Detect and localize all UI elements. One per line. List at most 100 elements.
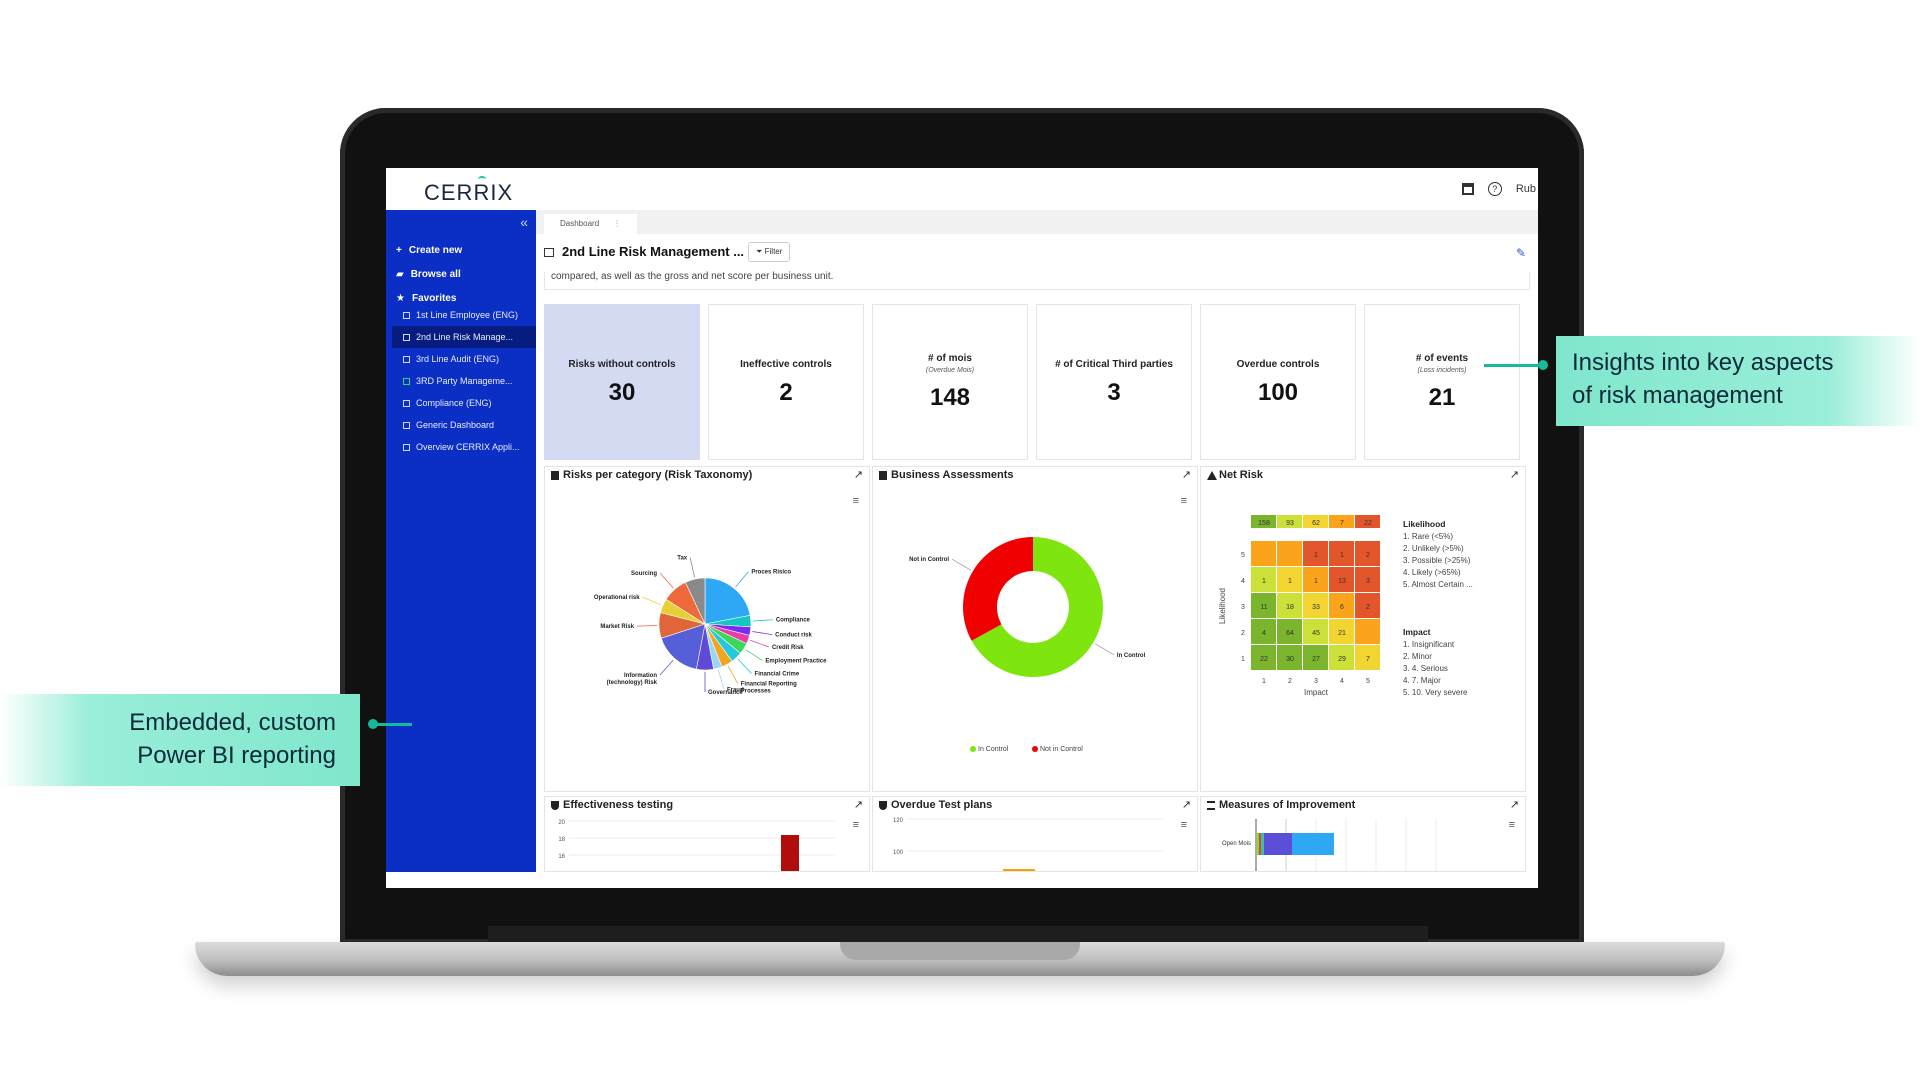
kpi-card[interactable]: Overdue controls 100 [1200, 304, 1356, 460]
heatmap-cell [1277, 645, 1302, 670]
panel-measures-of-improvement: Measures of Improvement ↗ ≡ Open Mois [1200, 796, 1526, 872]
pie-slice [660, 623, 706, 670]
likelihood-legend-item: 1. Rare (<5%) [1403, 532, 1453, 541]
sidebar: « + Create new ▰ Browse all ★ Favorites … [386, 210, 536, 872]
panel-business-assessments: Business Assessments ↗ ≡ In Control Not i… [872, 466, 1198, 792]
favorite-item[interactable]: Generic Dashboard [392, 414, 536, 436]
calendar-icon[interactable] [1461, 183, 1474, 195]
heatmap-cell [1329, 619, 1354, 644]
kpi-card[interactable]: # of events (Loss incidents) 21 [1364, 304, 1520, 460]
pie-label: Financial Crime [755, 672, 800, 678]
favorite-item[interactable]: Compliance (ENG) [392, 392, 536, 414]
open-external-icon[interactable]: ↗ [853, 799, 863, 811]
favorite-item[interactable]: 1st Line Employee (ENG) [392, 304, 536, 326]
tab-dashboard[interactable]: Dashboard ⋮ [544, 214, 638, 234]
kpi-card[interactable]: # of Critical Third parties 3 [1036, 304, 1192, 460]
filter-label: Filter [764, 247, 783, 256]
tab-menu-icon[interactable]: ⋮ [613, 219, 622, 228]
impact-legend-item: 2. Minor [1403, 652, 1432, 661]
edit-icon[interactable]: ✎ [1515, 246, 1526, 260]
heatmap-cell [1355, 593, 1380, 618]
risk-category-pie-chart: Proces Risico Compliance Conduct risk Credi… [594, 556, 827, 696]
open-external-icon[interactable]: ↗ [1181, 469, 1191, 481]
heatmap-cell-label: 45 [1312, 630, 1320, 637]
heatmap-cell-label: 1 [1340, 552, 1344, 559]
kpi-sublabel: (Loss incidents) [1417, 367, 1467, 374]
leader-line [745, 649, 763, 661]
business-assessment-donut-chart: In Control Not in Control In Control Not in… [909, 537, 1146, 753]
heatmap-cell [1303, 541, 1328, 566]
y-tick-label: 20 [558, 820, 565, 826]
laptop-notch [840, 942, 1080, 960]
menu-icon[interactable]: ≡ [1508, 819, 1515, 831]
kpi-card[interactable]: Risks without controls 30 [544, 304, 700, 460]
callout-connector [1484, 364, 1544, 367]
impact-legend-item: 5. 10. Very severe [1403, 688, 1468, 697]
heatmap-cell [1251, 541, 1276, 566]
callout-line: Embedded, custom [129, 709, 336, 736]
menu-icon[interactable]: ≡ [1180, 819, 1187, 831]
favorite-item[interactable]: 3RD Party Manageme... [392, 370, 536, 392]
user-name[interactable]: Rub [1515, 183, 1536, 195]
dashboard-icon [403, 311, 410, 319]
heatmap-cell-label: 1 [1314, 578, 1318, 585]
open-external-icon[interactable]: ↗ [1181, 799, 1191, 811]
leader-line [752, 619, 773, 622]
heatmap-total-cell [1277, 515, 1302, 528]
sidebar-item-label: Create new [408, 244, 463, 256]
panel-header: Effectiveness testing ↗ [545, 797, 869, 815]
favorite-item[interactable]: 3rd Line Audit (ENG) [392, 348, 536, 370]
heatmap-cell [1303, 645, 1328, 670]
menu-icon[interactable]: ≡ [1180, 495, 1187, 507]
favorite-label: Generic Dashboard [416, 420, 495, 430]
kpi-value: 30 [608, 379, 636, 406]
legend-label: Not in Control [1040, 746, 1083, 753]
y-axis-label: Likelihood [1218, 588, 1227, 624]
favorites-list: 1st Line Employee (ENG) 2nd Line Risk Ma… [392, 304, 536, 458]
leader-line [718, 669, 725, 690]
menu-icon[interactable]: ≡ [852, 819, 859, 831]
heatmap-cell [1251, 619, 1276, 644]
shield-icon [551, 801, 559, 810]
likelihood-legend-item: 2. Unlikely (>5%) [1403, 544, 1464, 553]
heatmap-total-label: 93 [1286, 520, 1294, 527]
heatmap-total-cell [1329, 515, 1354, 528]
menu-icon[interactable]: ≡ [852, 495, 859, 507]
callout-key-insights: Insights into key aspects of risk manage… [1556, 336, 1920, 426]
kpi-label: # of Critical Third parties [1055, 359, 1173, 370]
cerrix-logo[interactable]: CERRIX [424, 180, 514, 205]
pie-label: Employment Practice [765, 658, 827, 664]
heatmap-cell [1251, 645, 1276, 670]
heatmap-cell [1355, 567, 1380, 592]
sidebar-item-browse-all[interactable]: ▰ Browse all [396, 262, 536, 286]
bar-segment [1257, 833, 1259, 855]
open-external-icon[interactable]: ↗ [1509, 799, 1519, 811]
favorite-item-active[interactable]: 2nd Line Risk Manage... [392, 326, 536, 348]
heatmap-cell-label: 3 [1366, 578, 1370, 585]
help-icon[interactable]: ? [1487, 182, 1502, 196]
filter-button[interactable]: ⏷ Filter [748, 242, 791, 262]
panel-title: Effectiveness testing [563, 799, 674, 811]
leader-line [727, 665, 739, 684]
collapse-sidebar-icon[interactable]: « [520, 214, 528, 230]
callout-connector [372, 723, 412, 726]
sidebar-item-favorites[interactable]: ★ Favorites [396, 286, 536, 310]
favorite-item[interactable]: Overview CERRIX Appli... [392, 436, 536, 458]
open-external-icon[interactable]: ↗ [853, 469, 863, 481]
x-tick-label: 2 [1288, 678, 1292, 685]
dashboard-icon [403, 333, 410, 341]
x-tick-label: 4 [1340, 678, 1344, 685]
legend-swatch [1032, 746, 1038, 752]
favorite-label: 3RD Party Manageme... [416, 376, 513, 386]
favorite-label: Compliance (ENG) [416, 398, 492, 408]
heatmap-cell-label: 1 [1288, 578, 1292, 585]
dashboard-icon [544, 248, 554, 257]
sidebar-item-create-new[interactable]: + Create new [396, 238, 536, 262]
open-external-icon[interactable]: ↗ [1509, 469, 1519, 481]
dashboard-icon [403, 377, 410, 385]
kpi-card[interactable]: # of mois (Overdue Mois) 148 [872, 304, 1028, 460]
likelihood-legend-item: 3. Possible (>25%) [1403, 556, 1471, 565]
x-tick-label: 5 [1366, 678, 1370, 685]
kpi-card[interactable]: Ineffective controls 2 [708, 304, 864, 460]
leader-line [750, 639, 770, 648]
